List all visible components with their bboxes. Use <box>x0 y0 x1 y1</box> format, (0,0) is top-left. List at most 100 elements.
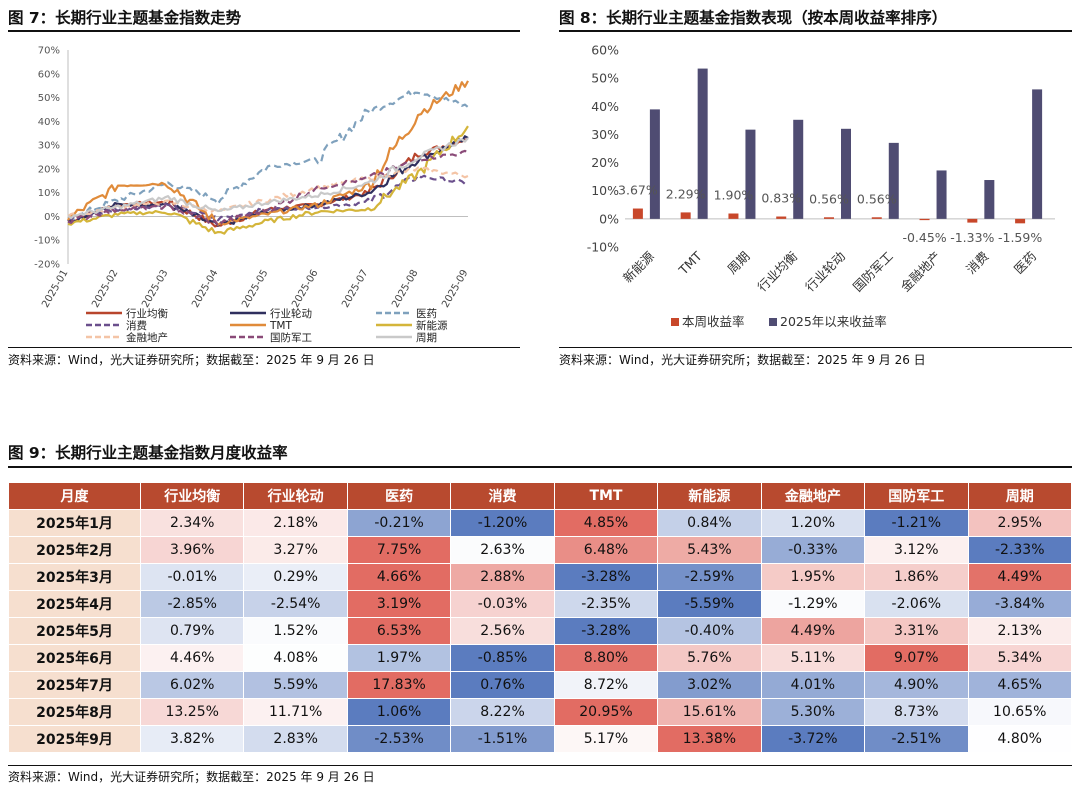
return-cell: -2.33% <box>967 536 1072 564</box>
fig7-y-tick-label: 0% <box>44 212 60 223</box>
fig8-category-label: 新能源 <box>620 248 657 285</box>
return-cell: 5.76% <box>657 644 762 672</box>
return-cell: -0.01% <box>139 563 245 591</box>
return-cell: 3.02% <box>657 671 762 699</box>
return-cell: 4.49% <box>760 617 866 645</box>
header-month: 月度 <box>8 482 141 510</box>
return-cell: -0.21% <box>346 509 452 537</box>
return-cell: 1.20% <box>760 509 866 537</box>
return-cell: 9.07% <box>864 644 969 672</box>
fig8-data-label: 1.90% <box>714 188 754 203</box>
month-cell: 2025年7月 <box>8 671 141 699</box>
return-cell: -2.06% <box>864 590 969 618</box>
month-cell: 2025年3月 <box>8 563 141 591</box>
fig7-legend-label: 行业轮动 <box>270 307 312 320</box>
fig9-title: 图 9：长期行业主题基金指数月度收益率 <box>8 444 288 462</box>
return-cell: 5.34% <box>967 644 1072 672</box>
fig8-bar-ytd <box>793 119 804 219</box>
fig7-x-tick-label: 2025-09 <box>440 268 470 310</box>
fig8-bar-ytd <box>649 109 660 219</box>
month-cell: 2025年5月 <box>8 617 141 645</box>
return-cell: -1.51% <box>450 725 555 753</box>
fig7-y-tick-label: 10% <box>38 188 60 199</box>
return-cell: 4.08% <box>243 644 348 672</box>
fig7-y-tick-label: 70% <box>38 46 60 57</box>
return-cell: -3.28% <box>553 563 659 591</box>
fig7-y-tick-label: -20% <box>34 260 60 271</box>
fig7-top-rule <box>8 30 520 32</box>
header-defense: 国防军工 <box>864 482 969 510</box>
fig8-title: 图 8：长期行业主题基金指数表现（按本周收益率排序） <box>559 9 948 27</box>
return-cell: -0.33% <box>760 536 866 564</box>
header-pharma: 医药 <box>346 482 452 510</box>
return-cell: 1.95% <box>760 563 866 591</box>
return-cell: 4.65% <box>967 671 1072 699</box>
return-cell: 1.06% <box>346 698 452 726</box>
return-cell: 11.71% <box>243 698 348 726</box>
fig8-data-label: 0.83% <box>761 191 801 206</box>
fig7-legend-label: 医药 <box>416 308 437 320</box>
return-cell: 17.83% <box>346 671 452 699</box>
fig8-bar-weekly <box>871 217 882 219</box>
header-consumer: 消费 <box>450 482 555 510</box>
fig7-legend-label: TMT <box>269 320 292 332</box>
fig7-x-tick-label: 2025-07 <box>340 268 370 310</box>
return-cell: 0.84% <box>657 509 762 537</box>
fig8-category-label: 周期 <box>724 249 752 277</box>
return-cell: 2.63% <box>450 536 555 564</box>
fig8-bar-weekly <box>776 216 787 219</box>
fig7-x-tick-label: 2025-05 <box>240 268 270 310</box>
fig7-legend-label: 行业均衡 <box>126 307 168 320</box>
table-header-row: 月度 行业均衡 行业轮动 医药 消费 TMT 新能源 金融地产 国防军工 周期 <box>8 482 1072 510</box>
fig9-bottom-rule <box>8 765 1072 766</box>
return-cell: 6.02% <box>139 671 245 699</box>
fig8-bar-weekly <box>632 208 643 219</box>
fig8-bar-weekly <box>824 217 834 219</box>
fig7-x-tick-label: 2025-01 <box>40 268 70 310</box>
return-cell: -2.53% <box>346 725 452 753</box>
fig8-source: 资料来源：Wind，光大证券研究所；数据截至：2025 年 9 月 26 日 <box>559 353 926 367</box>
fig7-x-tick-label: 2025-08 <box>390 268 420 310</box>
return-cell: 6.53% <box>346 617 452 645</box>
fig8-bar-weekly <box>967 218 978 223</box>
return-cell: 5.17% <box>553 725 659 753</box>
header-tmt: TMT <box>553 482 659 510</box>
return-cell: 3.27% <box>243 536 348 564</box>
fig7-series-line <box>67 125 469 235</box>
fig7-y-tick-label: 30% <box>38 141 60 152</box>
fig7-x-tick-label: 2025-03 <box>140 268 170 310</box>
return-cell: 1.97% <box>346 644 452 672</box>
fig9-monthly-return-table: 月度 行业均衡 行业轮动 医药 消费 TMT 新能源 金融地产 国防军工 周期 … <box>8 482 1072 753</box>
return-cell: 2.18% <box>243 509 348 537</box>
fig8-data-label: -1.59% <box>998 230 1042 245</box>
return-cell: 5.30% <box>760 698 866 726</box>
return-cell: -3.72% <box>760 725 866 753</box>
fig7-line-chart: 70% 60% 50% 40% 30% 20% 10% 0% -10% -20%2025-01 20… <box>34 46 470 345</box>
return-cell: -0.85% <box>450 644 555 672</box>
return-cell: -0.40% <box>657 617 762 645</box>
table-row: 2025年5月 0.79% 1.52% 6.53% 2.56% -3.28% -0.40% 4… <box>8 617 1072 645</box>
fig8-top-rule <box>559 30 1072 32</box>
return-cell: 13.25% <box>139 698 245 726</box>
fig7-x-tick-label: 2025-02 <box>90 268 120 310</box>
fig8-y-tick-label: 20% <box>591 155 619 170</box>
header-rotation: 行业轮动 <box>243 482 348 510</box>
fig8-category-label: 国防军工 <box>850 249 896 295</box>
fig7-legend-label: 金融地产 <box>126 331 168 344</box>
fig9-source: 资料来源：Wind，光大证券研究所；数据截至：2025 年 9 月 26 日 <box>8 770 375 784</box>
fig7-legend-label: 周期 <box>416 332 437 344</box>
return-cell: 4.85% <box>553 509 659 537</box>
fig8-category-label: 金融地产 <box>898 249 944 295</box>
return-cell: 4.01% <box>760 671 866 699</box>
table-row: 2025年4月 -2.85% -2.54% 3.19% -0.03% -2.35% -5.5… <box>8 590 1072 618</box>
fig8-bar-ytd <box>697 68 708 219</box>
return-cell: -5.59% <box>657 590 762 618</box>
header-balanced: 行业均衡 <box>139 482 245 510</box>
fig8-bottom-rule <box>559 347 1072 348</box>
fig8-category-label: 行业均衡 <box>754 249 800 295</box>
return-cell: 13.38% <box>657 725 762 753</box>
return-cell: 6.48% <box>553 536 659 564</box>
fig7-y-tick-label: 50% <box>38 93 60 104</box>
return-cell: 0.76% <box>450 671 555 699</box>
fig7-y-tick-label: -10% <box>34 236 60 247</box>
